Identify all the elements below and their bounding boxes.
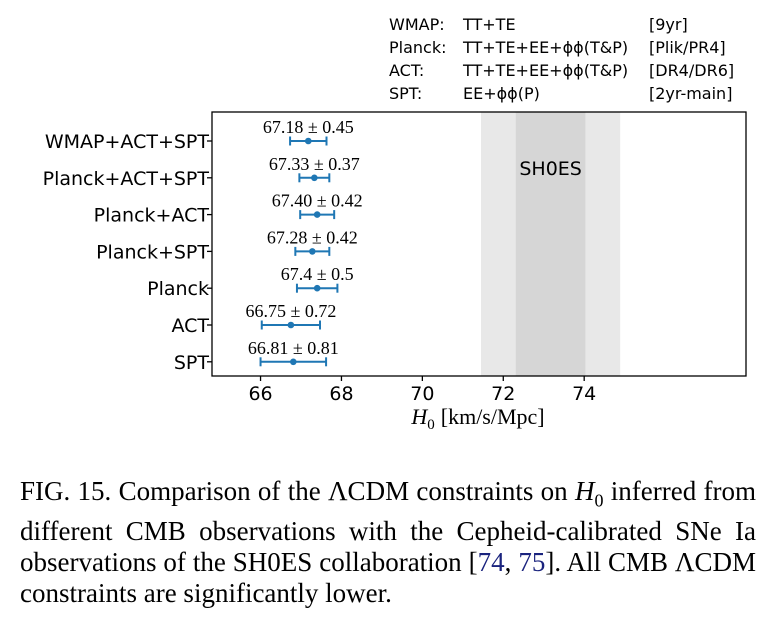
x-axis-label-symbol: H xyxy=(410,404,428,429)
legend-data-spt: EE+ϕϕ(P) xyxy=(463,84,540,103)
x-axis-label-units: [km/s/Mpc] xyxy=(441,404,545,429)
legend-survey-act: ACT: xyxy=(389,61,424,80)
value-label-act: 66.75 ± 0.72 xyxy=(245,301,336,321)
x-tick-label-68: 68 xyxy=(329,383,353,405)
plot-area: SH0ES 67.18 ± 0.45 67.33 ± 0.37 67.40 ± 0.… xyxy=(43,111,747,433)
legend-survey-planck: Planck: xyxy=(389,38,447,57)
legend-release-act: [DR4/DR6] xyxy=(649,61,734,80)
caption-separator: , xyxy=(504,547,519,578)
point-planck xyxy=(313,284,321,292)
caption-suffix: ]. All CMB ΛCDM constraints are signific… xyxy=(20,547,757,609)
legend-survey-wmap: WMAP: xyxy=(389,15,445,34)
legend-data-planck: TT+TE+EE+ϕϕ(T&P) xyxy=(462,38,628,57)
y-label-planck-spt: Planck+SPT xyxy=(96,241,209,263)
point-planck-act xyxy=(313,211,321,218)
shoes-band-label: SH0ES xyxy=(519,158,582,180)
legend-release-wmap: [9yr] xyxy=(649,15,688,34)
value-label-wmap-act-spt: 67.18 ± 0.45 xyxy=(263,117,354,137)
legend-release-planck: [Plik/PR4] xyxy=(649,38,726,57)
legend-data-wmap: TT+TE xyxy=(462,15,516,34)
h0-comparison-figure: WMAP: TT+TE [9yr] Planck: TT+TE+EE+ϕϕ(T&… xyxy=(43,15,747,433)
value-label-planck-spt: 67.28 ± 0.42 xyxy=(267,227,358,247)
caption-middle: inferred from different CMB observations… xyxy=(20,476,756,578)
dataset-legend-table: WMAP: TT+TE [9yr] Planck: TT+TE+EE+ϕϕ(T&… xyxy=(389,15,734,103)
value-label-planck-act: 67.40 ± 0.42 xyxy=(272,191,363,211)
plot-frame xyxy=(211,111,747,377)
point-planck-spt xyxy=(309,248,316,255)
y-label-spt: SPT xyxy=(174,352,210,374)
caption-prefix: FIG. 15. Comparison of the ΛCDM constrai… xyxy=(20,476,575,506)
citation-link-74[interactable]: 74 xyxy=(477,547,505,578)
point-wmap-act-spt xyxy=(304,137,312,145)
legend-release-spt: [2yr-main] xyxy=(649,84,732,103)
value-label-planck-act-spt: 67.33 ± 0.37 xyxy=(269,154,360,174)
point-planck-act-spt xyxy=(311,174,318,182)
y-label-planck-act-spt: Planck+ACT+SPT xyxy=(43,168,210,190)
legend-data-act: TT+TE+EE+ϕϕ(T&P) xyxy=(462,61,628,80)
caption-h0-symbol: H xyxy=(574,476,595,506)
citation-link-75[interactable]: 75 xyxy=(518,547,546,578)
caption-h0-subscript: 0 xyxy=(594,490,604,511)
y-label-planck: Planck xyxy=(147,278,209,300)
x-axis-label-subscript: 0 xyxy=(427,417,435,433)
point-spt xyxy=(290,358,297,366)
y-label-wmap-act-spt: WMAP+ACT+SPT xyxy=(45,131,210,153)
x-tick-label-72: 72 xyxy=(491,383,515,405)
figure-caption: FIG. 15. Comparison of the ΛCDM constrai… xyxy=(20,476,756,609)
value-label-spt: 66.81 ± 0.81 xyxy=(248,338,339,358)
legend-survey-spt: SPT: xyxy=(389,84,422,103)
y-label-act: ACT xyxy=(171,315,209,337)
value-label-planck: 67.4 ± 0.5 xyxy=(281,264,354,284)
x-tick-label-74: 74 xyxy=(572,383,596,405)
x-axis-label: H0 [km/s/Mpc] xyxy=(410,404,544,433)
x-tick-label-66: 66 xyxy=(248,383,272,405)
y-label-planck-act: Planck+ACT xyxy=(94,205,210,227)
shoes-1sigma-band xyxy=(515,112,586,376)
point-act xyxy=(287,321,295,329)
x-tick-label-70: 70 xyxy=(410,383,434,405)
